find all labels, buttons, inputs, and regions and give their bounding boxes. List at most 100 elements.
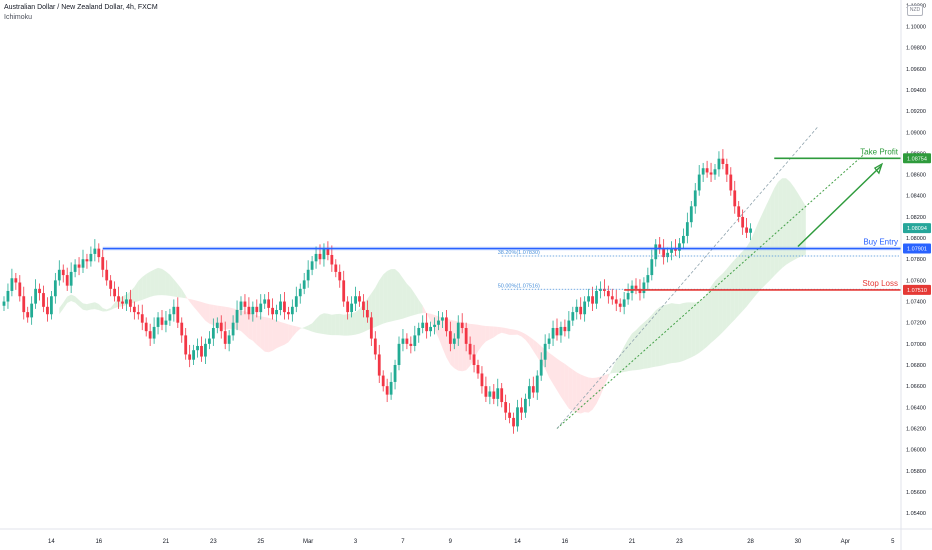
bear-candle (101, 257, 105, 270)
cloud-segment (564, 363, 569, 409)
bull-candle (275, 309, 278, 315)
bull-candle (57, 269, 61, 281)
cloud-segment (691, 302, 696, 358)
bull-candle (50, 296, 53, 315)
bear-candle (267, 299, 271, 308)
cloud-segment (402, 278, 407, 319)
cloud-segment (284, 323, 289, 345)
bull-candle (599, 288, 602, 291)
fib-level-label: 38.20%(1.07830) (498, 250, 540, 256)
bull-candle (81, 259, 85, 268)
bear-candle (26, 312, 30, 318)
symbol-title[interactable]: Australian Dollar / New Zealand Dollar, … (4, 4, 158, 11)
cloud-segment (675, 303, 680, 363)
candles[interactable] (2, 149, 752, 434)
cloud-segment (647, 314, 652, 369)
cloud-segment (521, 331, 526, 340)
cloud-segment (355, 309, 360, 335)
bull-candle (239, 301, 243, 310)
bull-candle (413, 335, 417, 346)
bear-candle (555, 327, 559, 336)
cloud-segment (612, 360, 617, 374)
bear-candle (129, 299, 132, 307)
bull-candle (290, 306, 294, 315)
bear-candle (484, 386, 488, 397)
cloud-segment (387, 269, 392, 323)
bear-candle (342, 280, 346, 302)
bear-candle (188, 354, 192, 360)
price-tick-label: 1.07400 (906, 300, 926, 306)
cloud-segment (549, 352, 554, 384)
bear-candle (563, 326, 567, 332)
cloud-segment (177, 284, 182, 298)
bear-candle (464, 327, 468, 344)
bull-candle (279, 301, 282, 310)
cloud-segment (730, 259, 735, 324)
cloud-segment (323, 313, 328, 335)
bear-candle (579, 306, 583, 315)
cloud-segment (509, 328, 514, 335)
trade-levels[interactable]: 38.20%(1.07830) 50.00%(1.07516) Take Profi… (102, 147, 901, 291)
time-tick-label: 14 (48, 539, 55, 545)
bear-candle (42, 293, 45, 307)
time-tick-label: 7 (401, 539, 405, 545)
cloud-segment (379, 274, 384, 326)
cloud-segment (165, 271, 170, 296)
bull-candle (227, 335, 231, 344)
cloud-segment (715, 276, 719, 340)
bull-candle (263, 299, 267, 304)
bear-candle (283, 301, 286, 313)
price-badge-label: 1.07901 (907, 247, 927, 253)
bear-candle (362, 301, 365, 310)
bull-candle (682, 235, 685, 244)
bear-candle (618, 303, 622, 307)
cloud-segment (711, 280, 715, 343)
ichimoku-cloud (59, 178, 806, 414)
bear-candle (85, 259, 89, 262)
time-tick-label: 5 (891, 539, 895, 545)
cloud-segment (138, 276, 143, 302)
indicator-label[interactable]: Ichimoku (4, 14, 33, 21)
bear-candle (61, 269, 65, 276)
bear-candle (113, 288, 116, 297)
cloud-segment (418, 299, 423, 314)
cloud-segment (422, 305, 427, 314)
cloud-segment (304, 325, 309, 331)
cloud-segment (797, 193, 802, 258)
cloud-segment (493, 326, 498, 338)
time-axis[interactable]: 14 16 21 23 25 Mar 3 7 9 14 16 21 23 28 30 Apr 5 (48, 539, 895, 545)
bear-candle (512, 417, 515, 427)
cloud-segment (663, 304, 668, 366)
price-badge (903, 284, 931, 295)
time-tick-label: 23 (676, 539, 683, 545)
bull-candle (152, 326, 156, 339)
target-arrow (797, 165, 882, 248)
bear-candle (358, 296, 361, 302)
bull-candle (689, 206, 693, 223)
cloud-segment (75, 296, 80, 307)
bull-candle (401, 338, 405, 344)
bear-candle (223, 331, 227, 344)
cloud-segment (375, 280, 380, 328)
bear-candle (721, 158, 725, 164)
bull-candle (567, 320, 571, 332)
cloud-segment (560, 361, 565, 403)
cloud-segment (59, 302, 64, 315)
bull-candle (646, 275, 650, 283)
cloud-segment (134, 280, 139, 303)
cloud-segment (651, 310, 656, 368)
bull-candle (441, 317, 444, 321)
bull-candle (251, 306, 255, 315)
bull-candle (211, 327, 215, 339)
bear-candle (508, 412, 511, 418)
cloud-segment (189, 299, 194, 307)
cloud-segment (687, 302, 692, 360)
cloud-segment (260, 316, 265, 352)
cloud-segment (264, 316, 269, 353)
cloud-segment (750, 231, 755, 302)
cloud-segment (102, 307, 107, 312)
bear-candle (405, 338, 409, 344)
cloud-segment (501, 327, 506, 334)
bull-candle (678, 243, 681, 251)
